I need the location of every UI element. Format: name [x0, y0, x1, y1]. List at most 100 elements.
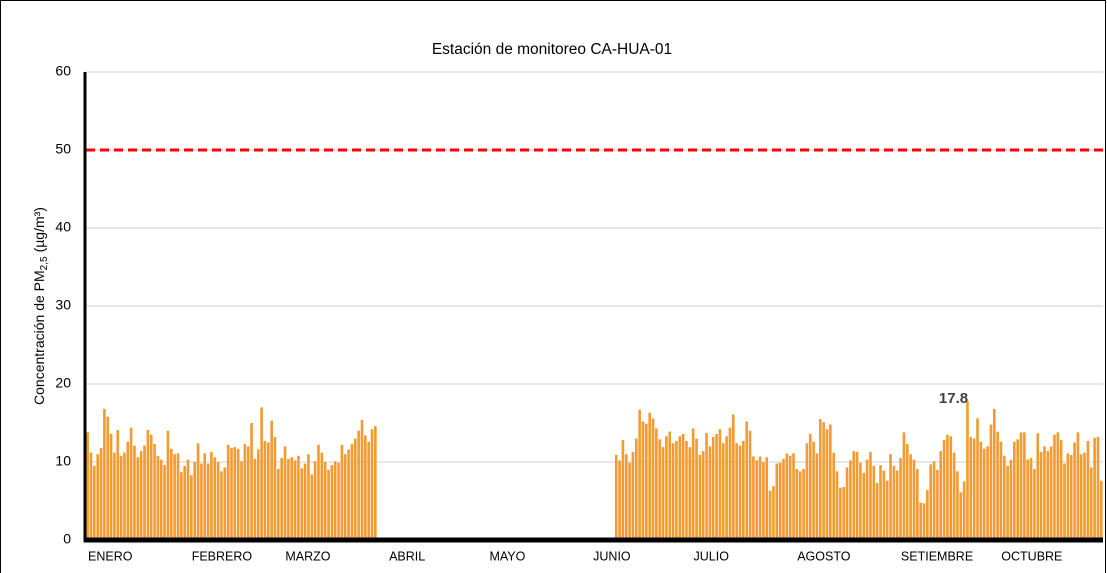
bar	[745, 421, 749, 540]
bar	[129, 427, 133, 540]
bar	[193, 462, 197, 540]
bar	[865, 459, 869, 540]
bar	[966, 401, 969, 540]
bar	[758, 456, 762, 540]
bar	[119, 455, 123, 540]
bar	[290, 457, 294, 540]
bar	[337, 462, 340, 540]
bar	[256, 449, 260, 540]
bar	[648, 412, 651, 540]
bar	[183, 465, 186, 540]
bar	[360, 419, 364, 540]
bar	[735, 443, 738, 540]
bar	[267, 442, 270, 540]
bar	[651, 418, 655, 540]
bar	[1100, 480, 1103, 540]
bar	[330, 465, 334, 540]
y-axis-label-text: Concentración de PM	[31, 270, 47, 405]
bar	[895, 470, 899, 540]
bar	[775, 463, 779, 540]
bar	[206, 463, 210, 540]
data-label: 17.8	[939, 390, 968, 407]
bar	[109, 433, 113, 540]
bar	[1002, 455, 1006, 540]
bar	[661, 447, 665, 540]
bar	[956, 471, 959, 540]
bar	[320, 452, 324, 540]
bar	[762, 462, 765, 540]
bar	[133, 445, 136, 540]
bar	[621, 440, 625, 540]
bar	[768, 490, 772, 540]
bar	[668, 431, 672, 540]
bar	[343, 454, 347, 540]
bar	[1009, 459, 1013, 540]
y-axis-label-unit: (µg/m³)	[31, 207, 47, 252]
bar	[788, 455, 792, 540]
bar	[166, 430, 170, 540]
bar	[1066, 453, 1070, 540]
bar	[772, 486, 775, 540]
bar	[1079, 454, 1083, 540]
bar	[223, 467, 227, 540]
bar	[99, 447, 103, 540]
bar	[169, 448, 173, 540]
bar	[1039, 451, 1043, 540]
bar	[641, 421, 645, 540]
bar	[899, 458, 902, 540]
bar	[1063, 463, 1066, 540]
bar	[879, 465, 882, 540]
bar	[671, 443, 675, 540]
y-tick-label: 30	[55, 297, 71, 313]
x-tick-label: JUNIO	[593, 549, 631, 563]
bar	[675, 440, 678, 540]
bar	[685, 440, 688, 540]
bar	[333, 461, 337, 540]
x-tick-label: MAYO	[489, 549, 525, 563]
bar	[752, 456, 755, 540]
bar	[136, 457, 140, 540]
bar	[186, 459, 190, 540]
bar	[1056, 432, 1060, 540]
bar	[163, 465, 166, 540]
bar	[1059, 440, 1063, 540]
bar	[695, 438, 698, 540]
bar	[815, 453, 819, 540]
bar	[103, 408, 106, 540]
bar	[818, 419, 822, 540]
bar	[765, 457, 769, 540]
bar	[949, 436, 953, 540]
bar	[989, 424, 993, 540]
bar	[785, 453, 789, 540]
bar	[250, 423, 253, 540]
bar	[1006, 465, 1009, 540]
bar	[370, 429, 374, 540]
y-tick-label: 50	[55, 141, 71, 157]
y-tick-label: 40	[55, 219, 71, 235]
bar	[905, 444, 909, 540]
bar	[845, 467, 849, 540]
bar	[230, 447, 233, 540]
bar	[862, 472, 866, 540]
y-tick-label: 0	[63, 531, 71, 547]
bar	[1053, 434, 1056, 540]
bar	[691, 428, 695, 540]
bar	[875, 483, 879, 540]
x-tick-label: MARZO	[285, 549, 330, 563]
bar	[665, 436, 668, 540]
bar	[829, 424, 832, 540]
bar	[688, 447, 692, 540]
bar	[1019, 432, 1023, 540]
bar	[902, 432, 906, 540]
bar	[216, 462, 220, 540]
bar	[153, 444, 156, 540]
x-tick-label: ABRIL	[389, 549, 425, 563]
bar	[936, 469, 939, 540]
bar	[835, 471, 839, 540]
bar	[778, 462, 782, 540]
bar	[1029, 458, 1033, 540]
bar	[196, 443, 200, 540]
bar	[634, 438, 638, 540]
bar	[106, 416, 110, 540]
bar	[892, 465, 896, 540]
